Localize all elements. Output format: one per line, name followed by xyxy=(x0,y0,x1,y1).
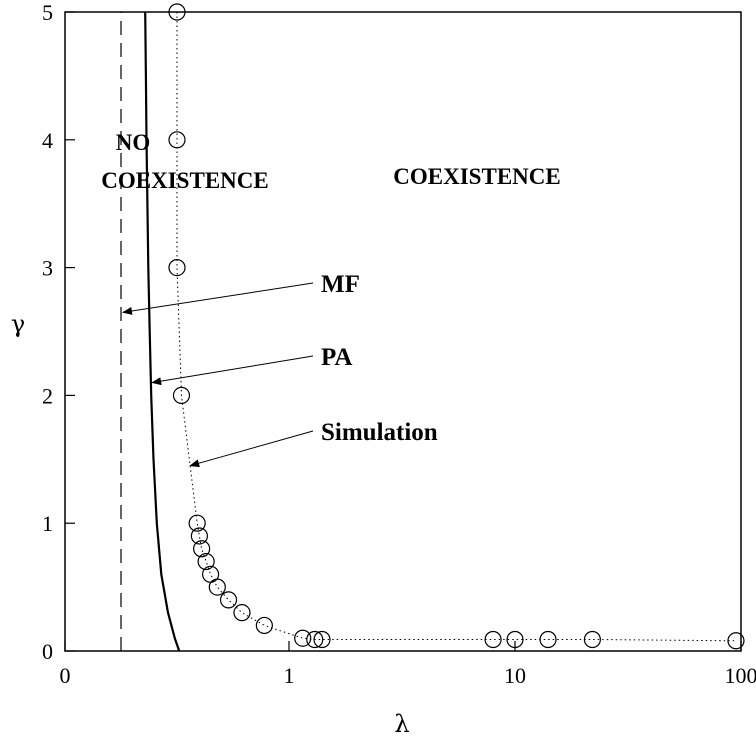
simulation-point xyxy=(294,629,312,647)
simulation-line xyxy=(176,12,737,642)
simulation-point xyxy=(168,259,186,277)
plot-frame xyxy=(64,11,742,652)
x-axis-label: λ xyxy=(394,710,409,738)
region-label: COEXISTENCE xyxy=(393,164,560,189)
simulation-annotation: Simulation xyxy=(321,419,438,446)
y-tick-label: 2 xyxy=(42,383,53,408)
simulation-point xyxy=(188,514,206,532)
annotations-layer: NO COEXISTENCE COEXISTENCE MF PA Simulation xyxy=(101,130,561,468)
simulation-point xyxy=(168,131,186,149)
pa-annotation: PA xyxy=(321,344,352,371)
region-label: COEXISTENCE xyxy=(101,168,268,193)
simulation-point xyxy=(208,578,226,596)
simulation-arrow xyxy=(189,430,314,468)
simulation-point xyxy=(539,630,557,649)
y-tick-label: 0 xyxy=(42,639,53,664)
simulation-point xyxy=(233,604,251,622)
mf-arrow xyxy=(122,282,314,315)
x-tick-label: 1 xyxy=(284,663,295,688)
simulation-point xyxy=(583,630,601,649)
y-axis-label: γ xyxy=(11,310,25,338)
simulation-point xyxy=(172,386,191,404)
simulation-point xyxy=(313,630,331,649)
simulation-point xyxy=(306,630,324,649)
simulation-point xyxy=(727,632,745,650)
simulation-point xyxy=(484,630,502,649)
ticks-layer: 0 1 10 100 0 1 2 3 4 5 xyxy=(42,0,756,688)
x-tick-label: 10 xyxy=(504,663,526,688)
simulation-point xyxy=(190,527,208,545)
y-tick-label: 3 xyxy=(42,256,53,281)
simulation-point xyxy=(219,591,238,609)
y-tick-label: 1 xyxy=(42,511,53,536)
simulation-point xyxy=(197,552,215,571)
pa-arrow xyxy=(151,355,314,386)
simulation-point xyxy=(193,540,211,558)
simulation-point xyxy=(255,616,273,635)
mf-annotation: MF xyxy=(321,271,360,298)
y-tick-label: 5 xyxy=(42,0,53,25)
region-label: NO xyxy=(116,130,151,155)
series-layer xyxy=(120,3,745,652)
y-tick-label: 4 xyxy=(42,128,53,153)
x-tick-label: 0 xyxy=(60,663,71,688)
x-tick-label: 100 xyxy=(725,663,756,688)
pa-line xyxy=(144,11,181,652)
